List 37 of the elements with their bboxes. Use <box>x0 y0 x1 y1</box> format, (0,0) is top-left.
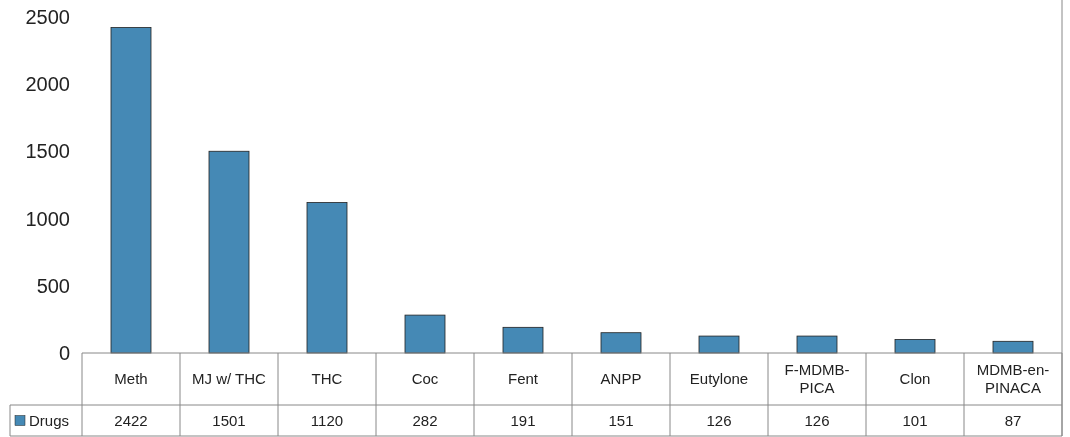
x-tick-label: Fent <box>507 370 539 388</box>
x-tick-label: THC <box>311 370 343 388</box>
bar <box>992 340 1034 354</box>
x-tick-label: MDMB-en-PINACA <box>976 361 1050 397</box>
y-tick-label: 0 <box>58 342 70 364</box>
y-tick-label: 500 <box>36 274 70 297</box>
y-tick-label: 1000 <box>25 207 70 230</box>
data-label: 151 <box>608 411 634 429</box>
data-label: 126 <box>804 411 830 429</box>
x-tick-label: ANPP <box>600 370 642 388</box>
data-label: 191 <box>510 411 536 429</box>
bar <box>306 202 348 354</box>
x-tick-label: Clon <box>899 370 931 388</box>
bar <box>404 314 446 354</box>
data-label: 282 <box>412 411 438 429</box>
data-label: 2422 <box>114 411 148 429</box>
y-tick-label: 2000 <box>25 73 70 96</box>
y-tick-label: 2500 <box>25 6 70 28</box>
data-label: 101 <box>902 411 928 429</box>
data-label: 1120 <box>310 411 344 429</box>
bar <box>894 339 936 354</box>
legend-label: Drugs <box>29 411 70 429</box>
x-tick-label: Meth <box>114 370 148 388</box>
x-tick-label: Eutylone <box>689 370 749 388</box>
data-label: 87 <box>1004 411 1022 429</box>
x-tick-label: F-MDMB-PICA <box>784 361 850 397</box>
data-label: 126 <box>706 411 732 429</box>
bar <box>502 326 544 354</box>
data-label: 1501 <box>212 411 246 429</box>
bar <box>698 335 740 354</box>
bar <box>110 27 152 354</box>
bar <box>796 335 838 354</box>
bar <box>600 332 642 354</box>
bar <box>208 150 250 354</box>
y-tick-label: 1500 <box>25 140 70 163</box>
x-tick-label: MJ w/ THC <box>192 370 267 388</box>
x-tick-label: Coc <box>411 370 439 388</box>
